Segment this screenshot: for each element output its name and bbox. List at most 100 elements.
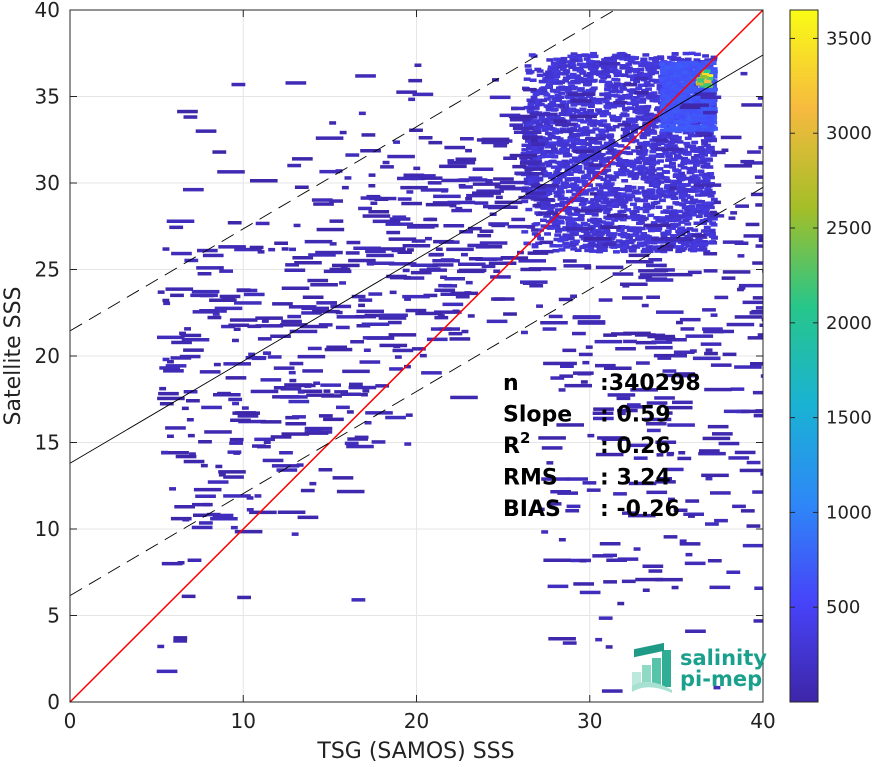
density-cell (663, 170, 671, 174)
density-cell (676, 214, 684, 218)
density-cell (615, 201, 623, 205)
density-cell (698, 245, 706, 249)
density-cell (573, 124, 581, 128)
density-cell (320, 383, 341, 387)
density-cell (527, 121, 535, 125)
density-cell (573, 176, 580, 181)
density-cell (556, 174, 564, 179)
density-cell (162, 298, 170, 303)
density-cell (307, 278, 329, 283)
density-cell (709, 585, 731, 590)
density-cell (598, 298, 613, 302)
density-cell (423, 293, 438, 298)
density-cell (440, 275, 447, 279)
density-cell (250, 179, 278, 183)
density-cell (277, 510, 306, 514)
density-cell (644, 143, 652, 147)
density-cell (651, 237, 672, 241)
cb-tick-label: 2500 (826, 218, 872, 239)
density-cell (613, 250, 620, 254)
density-cell (308, 253, 336, 257)
density-cell (636, 156, 643, 161)
density-cell (175, 454, 197, 459)
density-cell (752, 390, 763, 395)
density-cell (572, 108, 579, 113)
density-cell (677, 456, 692, 461)
density-cell (628, 238, 636, 243)
density-cell (685, 216, 693, 220)
stat-value: :340298 (600, 371, 701, 396)
density-cell (682, 51, 690, 56)
density-cell (685, 68, 693, 73)
density-cell (754, 586, 763, 590)
density-cell (678, 113, 686, 117)
density-cell (538, 125, 546, 129)
density-cell (646, 428, 661, 433)
density-cell (230, 525, 238, 530)
density-cell (643, 161, 650, 166)
density-cell (694, 111, 702, 115)
density-cell (618, 168, 625, 172)
density-cell (707, 205, 715, 210)
density-cell (626, 88, 634, 93)
density-cell (691, 185, 698, 190)
density-cell (568, 219, 576, 224)
density-cell (749, 311, 763, 315)
density-cell (607, 393, 636, 397)
density-cell (274, 241, 288, 245)
density-cell (703, 252, 718, 256)
density-cell (683, 239, 691, 244)
density-cell (660, 65, 668, 70)
density-cell (684, 222, 692, 226)
density-cell (693, 153, 701, 158)
density-cell (692, 63, 700, 68)
density-cell (568, 61, 576, 65)
density-cell (511, 106, 525, 111)
density-cell (616, 163, 623, 167)
density-cell (589, 79, 597, 83)
density-cell (405, 413, 413, 417)
density-cell (679, 77, 686, 81)
density-cell (544, 160, 552, 165)
density-cell (524, 64, 532, 68)
density-cell (529, 284, 544, 288)
density-cell (703, 329, 724, 334)
density-cell (746, 460, 761, 465)
density-cell (694, 149, 702, 153)
density-cell (190, 293, 218, 298)
density-cell (324, 347, 353, 352)
density-cell (530, 54, 538, 58)
density-cell (648, 166, 656, 170)
density-cell (550, 147, 558, 151)
density-cell (527, 177, 535, 182)
density-cell (677, 58, 684, 62)
density-cell (460, 137, 474, 141)
density-cell (636, 241, 644, 245)
density-cell (707, 120, 714, 124)
density-cell (401, 201, 422, 206)
density-cell (697, 185, 705, 190)
density-cell (540, 88, 547, 92)
density-cell (678, 451, 686, 455)
density-cell (623, 54, 631, 58)
density-cell (577, 87, 585, 91)
density-cell (697, 113, 705, 118)
density-cell (676, 108, 684, 112)
density-cell (527, 102, 535, 106)
density-cell (559, 127, 567, 131)
density-cell (620, 127, 628, 132)
density-cell (713, 685, 721, 690)
density-cell (595, 637, 603, 642)
density-cell (546, 58, 554, 62)
density-cell (605, 143, 612, 147)
density-cell (624, 70, 632, 74)
density-cell (544, 232, 551, 236)
density-cell (689, 201, 697, 205)
density-cell (589, 249, 596, 253)
density-cell (187, 433, 195, 438)
density-cell (623, 339, 637, 344)
density-cell (647, 69, 655, 73)
density-cell (596, 72, 604, 76)
density-cell (620, 87, 627, 91)
density-cell (619, 150, 627, 155)
